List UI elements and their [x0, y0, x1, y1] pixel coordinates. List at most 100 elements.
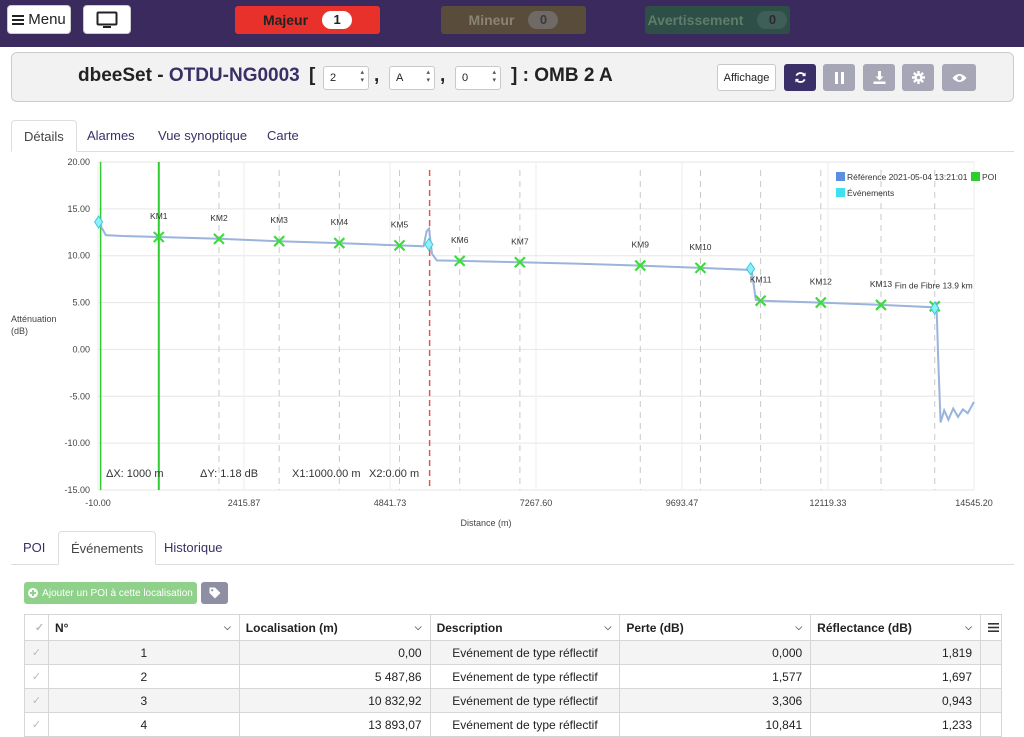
- y-tick-label: 20.00: [67, 157, 90, 167]
- refresh-button[interactable]: [784, 64, 816, 91]
- tag-button[interactable]: [201, 582, 228, 604]
- x-tick-label: 2415.87: [228, 498, 261, 508]
- add-poi-button[interactable]: Ajouter un POI à cette localisation: [24, 582, 197, 604]
- col-header-description[interactable]: Description ⌵: [430, 615, 621, 641]
- view-button[interactable]: [942, 64, 976, 91]
- alarm-minor-badge[interactable]: Mineur 0: [441, 6, 586, 34]
- alarm-warning-label: Avertissement: [647, 12, 744, 28]
- event-marker: [930, 301, 940, 316]
- table-row[interactable]: ✓ 2 5 487,86 Evénement de type réflectif…: [25, 665, 1002, 689]
- chevron-down-icon: ⌵: [795, 622, 803, 632]
- x-tick-label: 4841.73: [374, 498, 407, 508]
- chevron-down-icon: ⌵: [223, 622, 231, 632]
- monitor-button[interactable]: [83, 5, 131, 34]
- tab-alarms[interactable]: Alarmes: [87, 128, 135, 143]
- channel-select[interactable]: 0: [455, 66, 501, 90]
- tab-poi[interactable]: POI: [23, 540, 46, 555]
- legend-label-reference: Référence 2021-05-04 13:21:01: [847, 172, 968, 182]
- add-poi-label: Ajouter un POI à cette localisation: [42, 587, 193, 599]
- poi-label: KM7: [511, 236, 529, 246]
- pause-icon: [834, 71, 844, 84]
- poi-label: KM1: [150, 211, 168, 221]
- poi-marker: [514, 256, 526, 269]
- event-marker: [745, 261, 756, 276]
- alarm-warning-badge[interactable]: Avertissement 0: [645, 6, 790, 34]
- readout-dx: ΔX: 1000 m: [106, 468, 164, 480]
- poi-marker: [213, 233, 225, 245]
- select-all-checkbox[interactable]: ✓: [25, 615, 49, 641]
- x-tick-label: 9693.47: [666, 498, 699, 508]
- poi-marker: [393, 239, 406, 252]
- card-select[interactable]: 2: [323, 66, 369, 90]
- chevron-down-icon: ⌵: [604, 622, 612, 632]
- y-tick-label: -15.00: [64, 485, 90, 495]
- tab-history[interactable]: Historique: [164, 540, 223, 555]
- port-select[interactable]: A: [389, 66, 435, 90]
- row-checkbox[interactable]: ✓: [25, 689, 49, 713]
- poi-label: KM10: [689, 242, 711, 252]
- poi-marker: [333, 237, 346, 249]
- tab-map[interactable]: Carte: [267, 128, 299, 143]
- poi-marker: [694, 262, 707, 274]
- eye-icon: [952, 73, 966, 82]
- row-checkbox[interactable]: ✓: [25, 641, 49, 665]
- list-icon: [988, 623, 1000, 632]
- legend-swatch-events: [836, 188, 845, 197]
- alarm-major-count: 1: [322, 11, 353, 29]
- table-row[interactable]: ✓ 3 10 832,92 Evénement de type réflecti…: [25, 689, 1002, 713]
- col-header-reflectance[interactable]: Réflectance (dB) ⌵: [811, 615, 981, 641]
- refresh-icon: [794, 72, 806, 83]
- chevron-down-icon: ⌵: [414, 622, 422, 632]
- poi-marker: [153, 231, 165, 243]
- row-checkbox[interactable]: ✓: [25, 665, 49, 689]
- legend-swatch-reference: [836, 172, 845, 181]
- table-header: ✓ N° ⌵ Localisation (m) ⌵ Description ⌵ Per…: [25, 615, 1002, 641]
- poi-marker: [273, 235, 285, 247]
- poi-label: KM6: [451, 235, 469, 245]
- menu-label: Menu: [28, 11, 66, 28]
- pause-button[interactable]: [823, 64, 855, 91]
- poi-label: KM2: [210, 213, 228, 223]
- y-axis-label: Atténuation: [11, 314, 57, 324]
- plus-circle-icon: [28, 588, 39, 598]
- hamburger-icon: [12, 13, 25, 27]
- settings-button[interactable]: [902, 64, 934, 91]
- poi-label: Fin de Fibre 13.9 km: [895, 280, 973, 290]
- affichage-button[interactable]: Affichage: [717, 64, 776, 91]
- event-marker: [94, 215, 104, 229]
- col-header-number[interactable]: N° ⌵: [48, 615, 240, 641]
- poi-label: KM9: [632, 240, 650, 250]
- table-body: ✓ 1 0,00 Evénement de type réflectif 0,0…: [25, 641, 1002, 737]
- title-suffix: ] : OMB 2 A: [511, 65, 613, 86]
- download-icon: [873, 71, 885, 84]
- poi-label: KM4: [331, 217, 349, 227]
- tag-icon: [209, 587, 220, 599]
- tab-events[interactable]: Événements: [58, 531, 157, 565]
- poi-label: KM13: [870, 279, 892, 289]
- col-header-location[interactable]: Localisation (m) ⌵: [239, 615, 431, 641]
- poi-marker: [875, 299, 887, 311]
- menu-button[interactable]: Menu: [7, 5, 71, 34]
- event-marker: [424, 237, 434, 252]
- poi-label: KM3: [270, 215, 288, 225]
- readout-x1: X1:1000.00 m: [292, 468, 361, 480]
- row-checkbox[interactable]: ✓: [25, 713, 49, 737]
- events-table: ✓ N° ⌵ Localisation (m) ⌵ Description ⌵ Per…: [24, 614, 1002, 737]
- otdr-trace-chart[interactable]: 20.00 15.00 10.00 5.00 0.00 -5.00 -10.00 -15.00…: [0, 152, 1024, 530]
- tab-details[interactable]: Détails: [11, 120, 77, 152]
- bracket-open: [: [309, 65, 316, 86]
- title-prefix: dbeeSet -: [78, 65, 169, 86]
- chevron-down-icon: ⌵: [965, 622, 972, 632]
- y-tick-label: 5.00: [72, 298, 90, 308]
- alarm-major-badge[interactable]: Majeur 1: [235, 6, 380, 34]
- y-tick-label: 10.00: [67, 251, 90, 261]
- poi-marker: [754, 294, 767, 307]
- page-title: dbeeSet - OTDU-NG0003: [78, 65, 300, 87]
- column-menu-button[interactable]: [981, 615, 1002, 641]
- tab-synoptic[interactable]: Vue synoptique: [158, 128, 248, 143]
- legend-label-poi: POI: [982, 172, 997, 182]
- table-row[interactable]: ✓ 4 13 893,07 Evénement de type réflecti…: [25, 713, 1002, 737]
- table-row[interactable]: ✓ 1 0,00 Evénement de type réflectif 0,0…: [25, 641, 1002, 665]
- col-header-loss[interactable]: Perte (dB) ⌵: [620, 615, 812, 641]
- download-button[interactable]: [863, 64, 895, 91]
